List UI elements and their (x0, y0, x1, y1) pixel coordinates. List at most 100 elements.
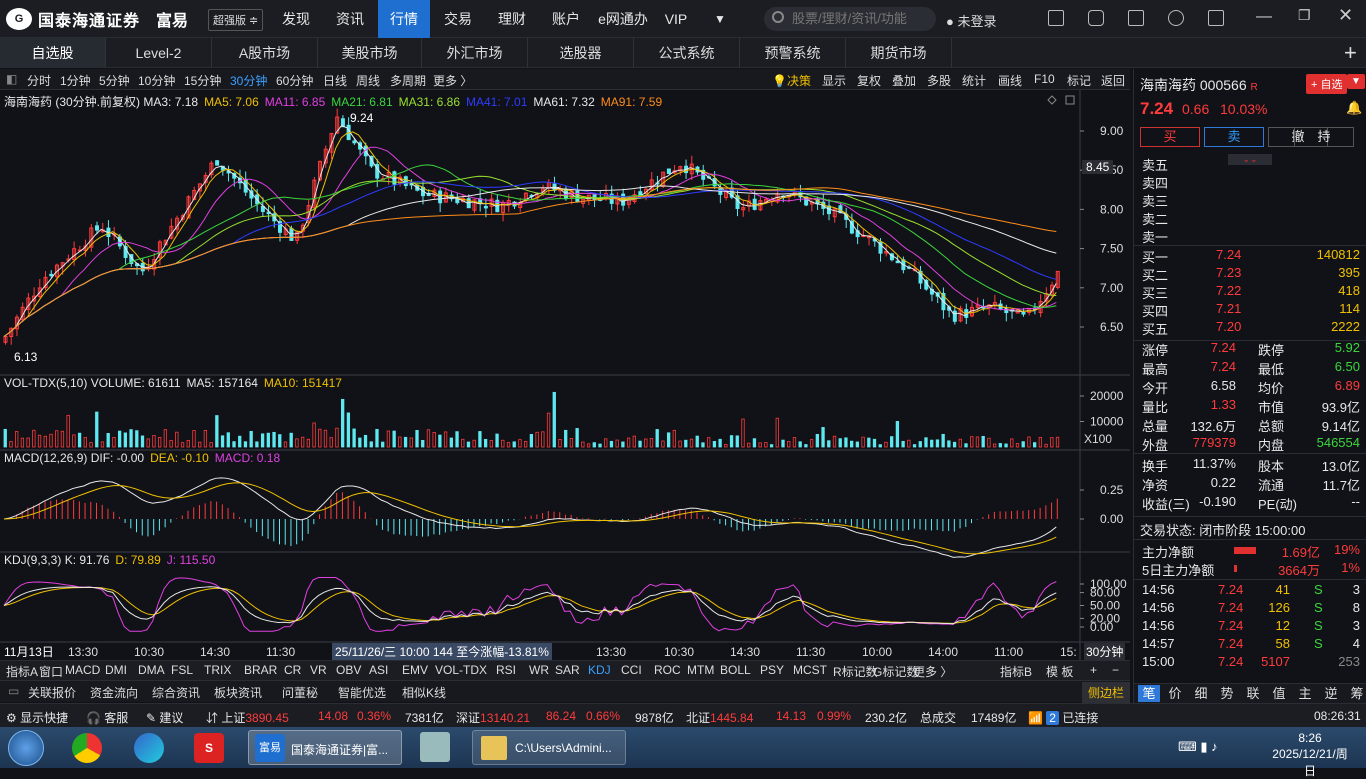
edge-icon[interactable] (134, 733, 164, 763)
mark-button[interactable]: 标记 (1067, 74, 1092, 88)
indicator-right-1[interactable]: 模 板 (1046, 665, 1074, 679)
nav-eservice[interactable]: e网通办 (598, 11, 648, 27)
info-tab-6[interactable]: 相似K线 (402, 686, 447, 700)
indicator-14[interactable]: RSI (496, 663, 517, 677)
bz-index[interactable]: 北证1445.84 (686, 709, 753, 726)
start-button[interactable] (8, 730, 44, 766)
tab-forex[interactable]: 外汇市场 (422, 38, 528, 68)
sell-button[interactable]: 卖 (1204, 127, 1264, 147)
shirt-icon[interactable] (1208, 10, 1224, 26)
detail-tab-3[interactable]: 势 (1220, 686, 1234, 701)
window-toggle-icon[interactable] (1065, 95, 1075, 105)
indicator-7[interactable]: BRAR (244, 663, 278, 677)
kline-chart[interactable]: 9.008.508.007.507.006.5020000100000.250.… (0, 90, 1130, 660)
taskbar-clock[interactable]: 8:26 2025/12/21/周日 (1270, 731, 1350, 779)
search-input[interactable]: 股票/理财/资讯/功能 (764, 7, 936, 31)
indicator-11[interactable]: ASI (369, 663, 389, 677)
period-5min[interactable]: 5分钟 (99, 74, 130, 88)
info-tab-1[interactable]: 资金流向 (90, 686, 139, 700)
service-button[interactable]: 🎧 客服 (86, 711, 129, 725)
detail-tab-0[interactable]: 笔 (1138, 685, 1160, 702)
info-tab-3[interactable]: 板块资讯 (214, 686, 263, 700)
detail-tab-8[interactable]: 筹 (1350, 686, 1364, 701)
edition-badge[interactable]: 超强版 ≑ (208, 9, 264, 31)
indicator-right-3[interactable]: − (1112, 663, 1120, 677)
nav-news[interactable]: 资讯 (336, 11, 364, 27)
chrome-icon[interactable] (72, 733, 102, 763)
sh-index[interactable]: ⇵ 上证3890.45 (206, 711, 289, 725)
indicator-0[interactable]: 指标A (6, 665, 39, 679)
buy-button[interactable]: 买 (1140, 127, 1200, 147)
nav-quotes[interactable]: 行情 (378, 0, 430, 38)
bell-icon[interactable]: 🔔 (1346, 100, 1363, 115)
app-red-icon[interactable]: S (194, 733, 224, 763)
draw-button[interactable]: 画线 (998, 74, 1023, 88)
expand-chevron-icon[interactable]: ⌄⌄ (1228, 154, 1272, 165)
bid-row[interactable]: 买四 7.21 114 (1142, 301, 1360, 319)
nav-vip[interactable]: VIP (664, 11, 688, 27)
indicator-21[interactable]: BOLL (720, 663, 751, 677)
add-watchlist-button[interactable]: + 自选 (1306, 74, 1348, 94)
ask-row[interactable]: 卖二 (1142, 212, 1169, 227)
adjust-button[interactable]: 复权 (857, 74, 882, 88)
period-day[interactable]: 日线 (323, 74, 348, 88)
position-button[interactable]: 持 (1294, 127, 1354, 147)
tab-formula[interactable]: 公式系统 (634, 38, 740, 68)
bid-row[interactable]: 买五 7.20 2222 (1142, 319, 1360, 337)
period-60min[interactable]: 60分钟 (276, 74, 314, 88)
decision-button[interactable]: 💡决策 (772, 74, 811, 88)
period-15min[interactable]: 15分钟 (184, 74, 222, 88)
overlay-button[interactable]: 叠加 (892, 74, 917, 88)
nav-trade[interactable]: 交易 (444, 11, 472, 27)
period-more[interactable]: 更多 〉 (433, 74, 473, 88)
diamond-icon[interactable] (1047, 95, 1057, 105)
minimize-icon[interactable]: — (1256, 8, 1272, 25)
ask-row[interactable]: 卖四 (1142, 176, 1169, 191)
period-week[interactable]: 周线 (356, 74, 381, 88)
indicator-18[interactable]: CCI (621, 663, 642, 677)
detail-tab-7[interactable]: 逆 (1324, 686, 1338, 701)
chart-canvas[interactable]: 9.008.508.007.507.006.5020000100000.250.… (0, 90, 1130, 660)
indicator-1[interactable]: 窗口 (39, 665, 64, 679)
add-tab-button[interactable]: + (1344, 40, 1357, 65)
mail-icon[interactable] (1048, 10, 1064, 26)
tab-futures[interactable]: 期货市场 (846, 38, 952, 68)
detail-tab-2[interactable]: 细 (1194, 686, 1208, 701)
printer-icon[interactable] (420, 732, 450, 762)
tab-a-share[interactable]: A股市场 (212, 38, 318, 68)
lock-icon[interactable] (1088, 10, 1104, 26)
advice-button[interactable]: ✎ 建议 (146, 711, 184, 725)
close-icon[interactable]: ✕ (1338, 5, 1354, 25)
info-tab-0[interactable]: 关联报价 (28, 686, 77, 700)
nav-discover[interactable]: 发现 (282, 11, 310, 27)
bars-icon[interactable]: ▭ (8, 684, 20, 698)
indicator-24[interactable]: R标记数 (833, 665, 878, 679)
bid-row[interactable]: 买三 7.22 418 (1142, 283, 1360, 301)
watchlist-dropdown-icon[interactable]: ▼ (1347, 74, 1365, 89)
nav-account[interactable]: 账户 (552, 11, 580, 27)
period-30min[interactable]: 30分钟 (230, 74, 268, 88)
tab-screener[interactable]: 选股器 (528, 38, 634, 68)
login-button[interactable]: ● 未登录 (946, 14, 997, 29)
indicator-right-2[interactable]: + (1090, 663, 1098, 677)
detail-tab-6[interactable]: 主 (1298, 686, 1312, 701)
indicator-22[interactable]: PSY (760, 663, 785, 677)
period-timeshare[interactable]: 分时 (27, 74, 52, 88)
nav-more-chevron-icon[interactable]: ▼ (714, 12, 726, 26)
indicator-13[interactable]: VOL-TDX (435, 663, 488, 677)
ask-row[interactable]: 卖三 (1142, 194, 1169, 209)
indicator-17[interactable]: KDJ (588, 663, 611, 677)
indicator-3[interactable]: DMI (105, 663, 127, 677)
detail-tab-4[interactable]: 联 (1246, 686, 1260, 701)
period-1min[interactable]: 1分钟 (60, 74, 91, 88)
detail-tab-1[interactable]: 价 (1168, 686, 1182, 701)
indicator-10[interactable]: OBV (336, 663, 362, 677)
indicator-12[interactable]: EMV (402, 663, 429, 677)
nav-finance[interactable]: 理财 (498, 11, 526, 27)
info-tab-4[interactable]: 问董秘 (282, 686, 319, 700)
tab-watchlist[interactable]: 自选股 (0, 38, 106, 68)
tab-us-market[interactable]: 美股市场 (318, 38, 422, 68)
indicator-16[interactable]: SAR (555, 663, 580, 677)
indicator-9[interactable]: VR (310, 663, 327, 677)
restore-icon[interactable]: ❐ (1298, 7, 1311, 23)
